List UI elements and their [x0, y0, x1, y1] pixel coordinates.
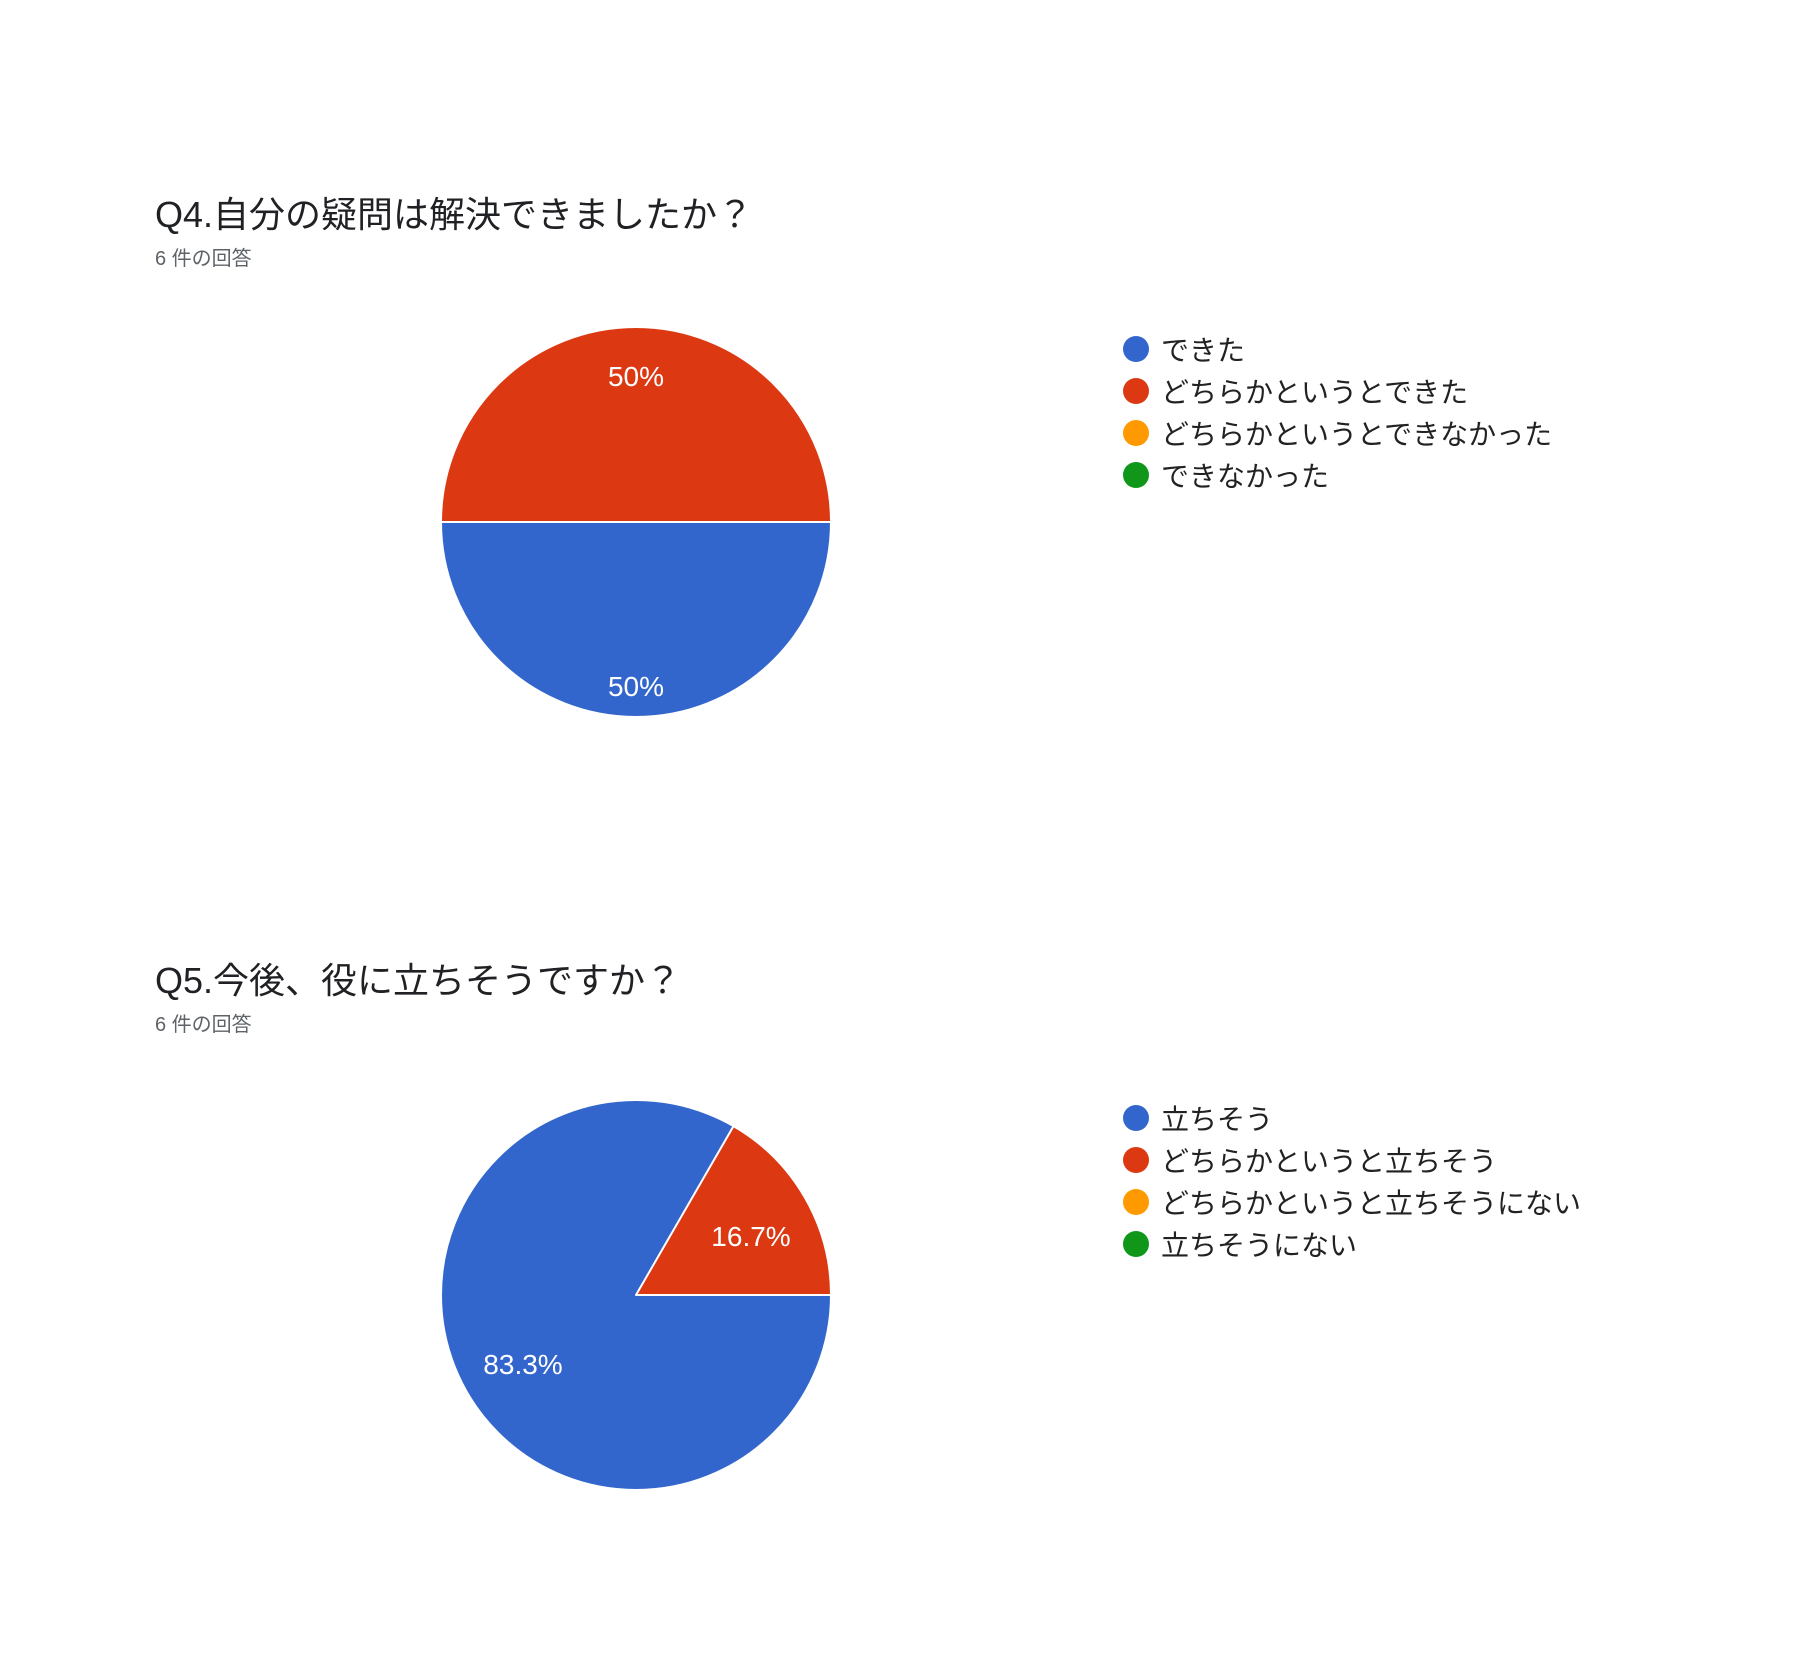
svg-text:50%: 50%: [608, 361, 664, 392]
svg-text:16.7%: 16.7%: [711, 1221, 790, 1252]
svg-text:83.3%: 83.3%: [483, 1349, 562, 1380]
svg-text:50%: 50%: [608, 671, 664, 702]
